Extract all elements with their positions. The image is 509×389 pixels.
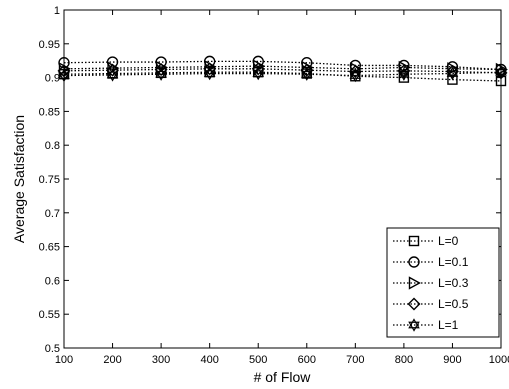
y-tick-label: 0.95	[39, 39, 60, 51]
legend-entry: L=0	[393, 234, 459, 248]
x-axis-label: # of Flow	[254, 369, 312, 385]
series-line	[63, 71, 502, 77]
x-tick-label: 700	[346, 354, 364, 366]
x-tick-label: 300	[152, 354, 170, 366]
y-tick-label: 0.9	[45, 73, 60, 85]
y-tick-label: 0.75	[39, 174, 60, 186]
legend-label: L=0.1	[438, 255, 469, 269]
x-tick-label: 900	[443, 354, 461, 366]
data-point	[300, 67, 313, 81]
legend-label: L=0	[438, 234, 459, 248]
series-line	[63, 71, 502, 82]
x-tick-label: 100	[55, 354, 73, 366]
data-point	[57, 64, 71, 78]
data-point	[252, 66, 265, 81]
series-L=0.5	[57, 62, 508, 80]
data-point	[446, 66, 459, 81]
y-tick-label: 0.8	[45, 140, 60, 152]
series-line	[63, 68, 502, 74]
y-tick-label: 0.65	[39, 242, 60, 254]
series-line	[63, 65, 502, 71]
data-point	[203, 66, 216, 81]
legend-label: L=0.5	[438, 297, 469, 311]
data-point	[397, 64, 411, 78]
y-tick-label: 1	[54, 5, 60, 17]
y-tick-label: 0.5	[45, 343, 60, 355]
data-point	[408, 276, 421, 290]
data-point	[251, 62, 265, 76]
data-point	[447, 74, 458, 85]
data-point	[106, 63, 120, 77]
legend-label: L=0.3	[438, 276, 469, 290]
data-point	[408, 235, 420, 247]
data-point	[407, 297, 421, 311]
x-tick-label: 800	[395, 354, 413, 366]
data-point	[408, 256, 420, 268]
legend-entry: L=1	[393, 318, 459, 332]
legend-box	[386, 227, 500, 338]
data-point	[348, 65, 362, 79]
data-point	[495, 75, 507, 87]
data-point	[398, 72, 410, 83]
legend-entry: L=0.5	[393, 297, 469, 311]
legend-entry: L=0.3	[393, 276, 469, 290]
legend: L=0 L=0.1 L=0.3 L=0.5 L=1	[386, 227, 500, 338]
y-tick-label: 0.6	[45, 275, 60, 287]
data-point	[154, 62, 168, 76]
x-tick-label: 600	[298, 354, 316, 366]
y-tick-label: 0.7	[45, 208, 60, 220]
x-tick-label: 200	[103, 354, 121, 366]
series-layer	[57, 55, 508, 87]
data-point	[203, 62, 217, 76]
series-L=1	[58, 65, 507, 83]
data-point	[58, 68, 70, 83]
y-tick-label: 0.85	[39, 106, 60, 118]
data-point	[408, 318, 420, 332]
data-point	[349, 68, 362, 83]
y-axis-label: Average Satisfaction	[11, 115, 27, 243]
legend-label: L=1	[438, 318, 459, 332]
data-point	[398, 67, 410, 81]
series-line	[63, 60, 502, 71]
data-point	[106, 68, 119, 82]
y-tick-label: 0.55	[39, 309, 60, 321]
legend-entry: L=0.1	[393, 255, 469, 269]
data-point	[155, 67, 167, 81]
data-point	[495, 65, 507, 79]
data-point	[445, 65, 459, 79]
x-tick-label: 400	[200, 354, 218, 366]
data-point	[300, 63, 314, 77]
x-tick-label: 500	[249, 354, 267, 366]
